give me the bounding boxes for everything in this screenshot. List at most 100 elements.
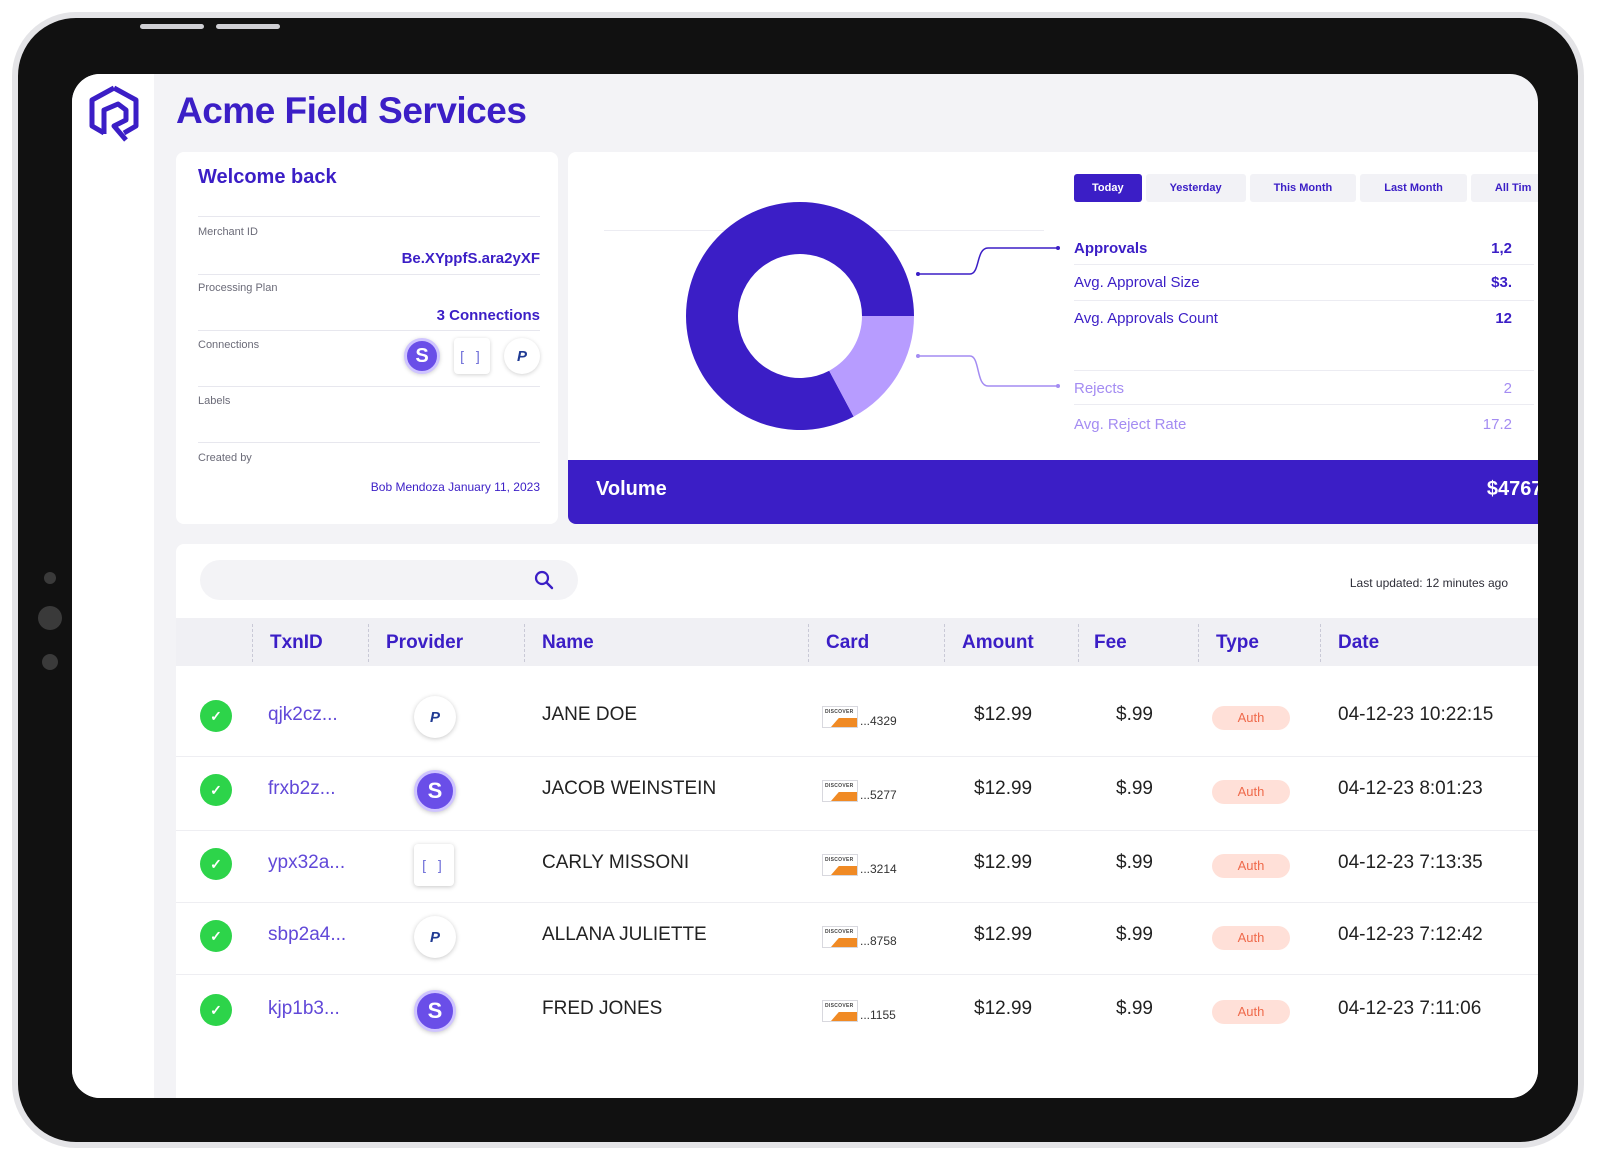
donut-approved-slice [686, 202, 914, 430]
table-row[interactable]: ✓ qjk2cz... P JANE DOE DISCOVER ...4329 … [176, 680, 1538, 754]
tab-today[interactable]: Today [1074, 174, 1142, 202]
discover-card-icon: DISCOVER [822, 926, 858, 948]
discover-card-icon: DISCOVER [822, 854, 858, 876]
approved-check-icon: ✓ [200, 920, 232, 952]
customer-name: CARLY MISSONI [542, 852, 690, 873]
divider [198, 386, 540, 387]
fee-value: $.99 [1116, 778, 1153, 799]
card-last4: ...1155 [860, 1008, 896, 1022]
tab-this-month[interactable]: This Month [1249, 174, 1357, 202]
divider [176, 756, 1538, 757]
column-divider [1078, 624, 1079, 662]
divider [198, 216, 540, 217]
txn-id-link[interactable]: frxb2z... [268, 778, 336, 799]
volume-label: Volume [596, 478, 667, 500]
txn-id-link[interactable]: kjp1b3... [268, 998, 340, 1019]
table-row[interactable]: ✓ ypx32a... [ ] CARLY MISSONI DISCOVER .… [176, 828, 1538, 902]
card-info: DISCOVER ...3214 [822, 854, 897, 876]
table-header: TxnID Provider Name Card Amount Fee Type… [176, 618, 1538, 666]
volume-button [140, 24, 204, 29]
stripe-icon: S [414, 770, 456, 812]
amount-value: $12.99 [974, 924, 1033, 945]
paypal-icon[interactable]: P [504, 338, 540, 374]
divider [176, 830, 1538, 831]
date-value: 04-12-23 10:22:15 [1338, 704, 1494, 725]
merchant-id-value: Be.XYppfS.ara2yXF [401, 250, 540, 267]
paypal-icon: P [414, 696, 456, 738]
column-header-txnid[interactable]: TxnID [270, 632, 323, 653]
camera-dot [44, 572, 56, 584]
table-row[interactable]: ✓ frxb2z... S JACOB WEINSTEIN DISCOVER .… [176, 754, 1538, 828]
column-header-card[interactable]: Card [826, 632, 870, 653]
txn-id-link[interactable]: sbp2a4... [268, 924, 347, 945]
divider [176, 902, 1538, 903]
tab-yesterday[interactable]: Yesterday [1145, 174, 1246, 202]
stripe-icon[interactable]: S [404, 338, 440, 374]
divider [198, 274, 540, 275]
approved-check-icon: ✓ [200, 700, 232, 732]
column-header-provider[interactable]: Provider [386, 632, 464, 653]
donut-rejected-slice [829, 316, 914, 417]
card-last4: ...3214 [860, 862, 897, 876]
column-header-type[interactable]: Type [1216, 632, 1259, 653]
welcome-heading: Welcome back [198, 166, 337, 188]
approved-check-icon: ✓ [200, 774, 232, 806]
card-info: DISCOVER ...1155 [822, 1000, 896, 1022]
summary-card: Today Yesterday This Month Last Month Al… [568, 152, 1538, 524]
card-info: DISCOVER ...8758 [822, 926, 897, 948]
processing-plan-value: 3 Connections [436, 307, 540, 324]
bracket-icon: [ ] [414, 844, 454, 886]
discover-card-icon: DISCOVER [822, 780, 858, 802]
search-icon[interactable] [534, 570, 554, 590]
sensor-dot [42, 654, 58, 670]
discover-card-icon: DISCOVER [822, 1000, 858, 1022]
sensor-dot [38, 606, 62, 630]
column-divider [1320, 624, 1321, 662]
txn-id-link[interactable]: qjk2cz... [268, 704, 338, 725]
app-screen: Acme Field Services Welcome back Merchan… [72, 74, 1538, 1098]
column-divider [944, 624, 945, 662]
date-value: 04-12-23 7:11:06 [1338, 998, 1482, 1019]
column-header-fee[interactable]: Fee [1094, 632, 1127, 653]
discover-card-icon: DISCOVER [822, 706, 858, 728]
table-row[interactable]: ✓ kjp1b3... S FRED JONES DISCOVER ...115… [176, 974, 1538, 1048]
fee-value: $.99 [1116, 924, 1153, 945]
divider [198, 442, 540, 443]
divider [176, 974, 1538, 975]
card-info: DISCOVER ...4329 [822, 706, 897, 728]
column-divider [524, 624, 525, 662]
column-header-date[interactable]: Date [1338, 632, 1380, 653]
connections-label: Connections [198, 339, 260, 351]
tab-all-time[interactable]: All Tim [1470, 174, 1538, 202]
column-divider [368, 624, 369, 662]
card-last4: ...8758 [860, 934, 897, 948]
approved-check-icon: ✓ [200, 848, 232, 880]
donut-connector-lines [916, 246, 1060, 388]
column-header-name[interactable]: Name [542, 632, 594, 653]
volume-bar: Volume $4767. [568, 460, 1538, 524]
date-value: 04-12-23 7:13:35 [1338, 852, 1483, 873]
divider [1074, 404, 1534, 405]
customer-name: ALLANA JULIETTE [542, 924, 707, 945]
type-badge: Auth [1212, 854, 1290, 878]
bracket-icon[interactable]: [ ] [454, 338, 490, 374]
column-divider [1198, 624, 1199, 662]
column-divider [808, 624, 809, 662]
card-info: DISCOVER ...5277 [822, 780, 897, 802]
transactions-card: Last updated: 12 minutes ago TxnID Provi… [176, 544, 1538, 1098]
brand-logo-icon[interactable] [86, 84, 142, 146]
amount-value: $12.99 [974, 778, 1033, 799]
fee-value: $.99 [1116, 998, 1153, 1019]
type-badge: Auth [1212, 926, 1290, 950]
tab-last-month[interactable]: Last Month [1360, 174, 1467, 202]
amount-value: $12.99 [974, 704, 1033, 725]
table-row[interactable]: ✓ sbp2a4... P ALLANA JULIETTE DISCOVER .… [176, 900, 1538, 974]
txn-id-link[interactable]: ypx32a... [268, 852, 346, 873]
approved-check-icon: ✓ [200, 994, 232, 1026]
column-header-amount[interactable]: Amount [962, 632, 1034, 653]
amount-value: $12.99 [974, 998, 1033, 1019]
type-badge: Auth [1212, 1000, 1290, 1024]
search-input[interactable] [200, 560, 578, 600]
fee-value: $.99 [1116, 704, 1153, 725]
divider [1074, 300, 1534, 301]
